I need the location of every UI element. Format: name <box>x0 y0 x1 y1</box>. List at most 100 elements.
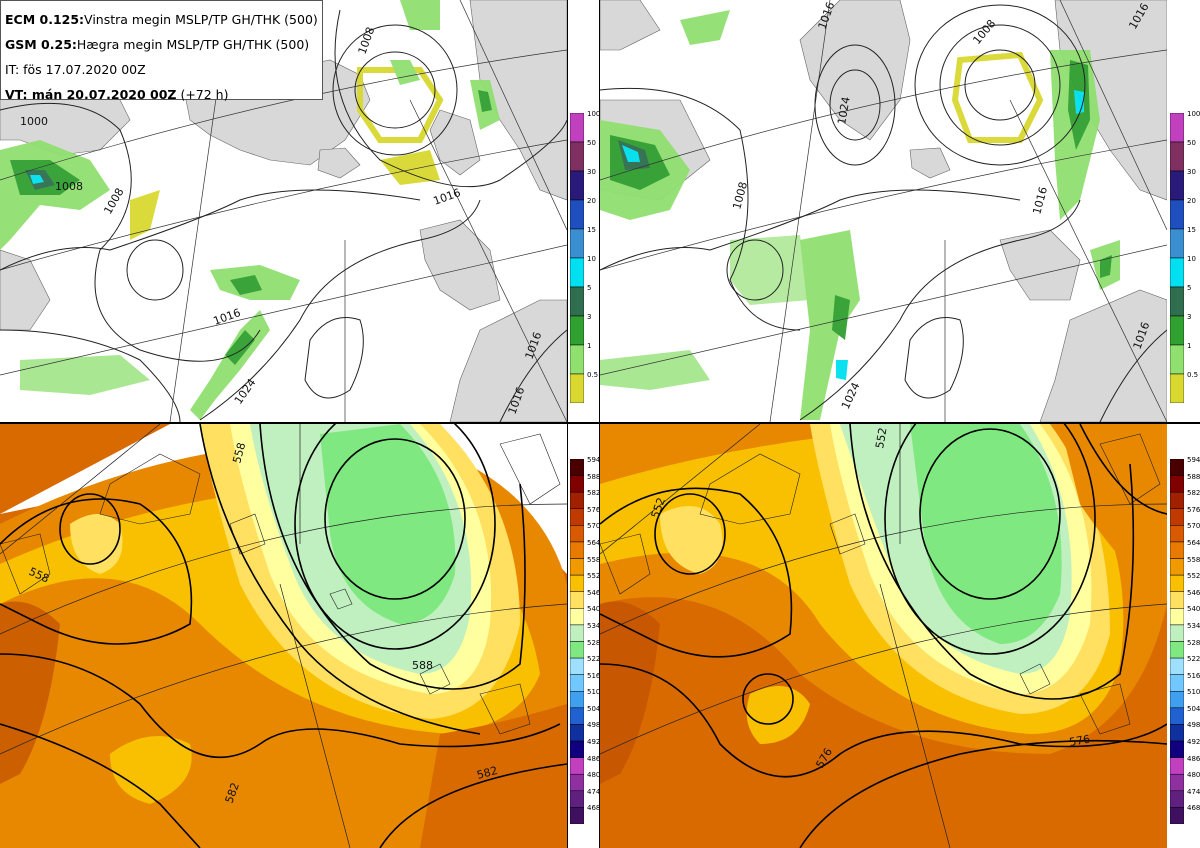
thickness-legend-swatch <box>1170 525 1184 543</box>
thickness-legend-label: 504 <box>587 704 601 713</box>
thickness-legend-swatch <box>1170 558 1184 576</box>
thickness-legend-label: 546 <box>587 588 601 597</box>
precip-legend-left: 100 50 30 20 15 10 5 3 1 0.5 <box>570 110 600 403</box>
thickness-legend-label: 564 <box>587 538 601 547</box>
thickness-legend-label: 588 <box>1187 472 1200 481</box>
thickness-legend-label: 474 <box>1187 787 1200 796</box>
thickness-legend-label: 528 <box>1187 638 1200 647</box>
thickness-legend-label: 582 <box>1187 489 1200 498</box>
thickness-legend-label: 480 <box>587 771 601 780</box>
thickness-legend-label: 558 <box>1187 555 1200 564</box>
thickness-legend-swatch <box>1170 790 1184 808</box>
thickness-legend-label: 588 <box>587 472 601 481</box>
thickness-legend-label: 540 <box>1187 605 1200 614</box>
thickness-legend-label: 498 <box>587 721 601 730</box>
thickness-legend-swatch <box>570 558 584 576</box>
thickness-legend-swatch <box>1170 541 1184 559</box>
thickness-legend-label: 480 <box>1187 771 1200 780</box>
thickness-legend-swatch <box>570 740 584 758</box>
thickness-legend-swatch <box>570 525 584 543</box>
thickness-legend-label: 558 <box>587 555 601 564</box>
thickness-legend-label: 570 <box>587 522 601 531</box>
thickness-legend-swatch <box>1170 591 1184 609</box>
precip-legend-label: 15 <box>587 226 596 234</box>
initial-time: IT: fös 17.07.2020 00Z <box>5 62 146 77</box>
isobar-label: 1016 <box>212 306 243 328</box>
thickness-legend-swatch <box>570 773 584 792</box>
precip-legend-swatch <box>570 199 584 230</box>
ecm-model-label: ECM 0.125: <box>5 12 85 27</box>
thickness-legend-left: 594 588 582 576 570 564 558 552 546 540 534 528 522 5… <box>570 456 600 824</box>
thickness-legend-label: 576 <box>1187 505 1200 514</box>
panel-divider <box>0 422 1200 424</box>
isobar-label: 1008 <box>730 180 750 210</box>
gsm-model-label: GSM 0.25: <box>5 37 77 52</box>
precip-legend-label: 100 <box>587 110 601 118</box>
thickness-legend-swatch <box>1170 757 1184 775</box>
panel-border <box>599 0 600 848</box>
thickness-legend-label: 468 <box>587 804 601 813</box>
thickness-legend-swatch <box>1170 657 1184 675</box>
thickness-label: 576 <box>1068 733 1091 749</box>
panel-border <box>567 0 568 848</box>
thickness-legend-swatch <box>570 757 584 775</box>
thickness-legend-label: 528 <box>587 638 601 647</box>
precip-legend-label: 50 <box>587 139 596 147</box>
isobar-label: 1024 <box>835 96 853 126</box>
thickness-legend-label: 486 <box>587 754 601 763</box>
thickness-legend-label: 492 <box>587 738 601 747</box>
thickness-label: 588 <box>412 659 433 672</box>
thickness-legend-swatch <box>1170 740 1184 758</box>
thickness-legend-label: 498 <box>1187 721 1200 730</box>
thickness-legend-label: 510 <box>1187 688 1200 697</box>
thickness-legend-swatch <box>1170 459 1184 476</box>
thickness-legend-swatch <box>1170 773 1184 792</box>
thickness-legend-label: 594 <box>1187 456 1200 464</box>
precip-legend-swatch <box>1170 170 1184 201</box>
thickness-legend-label: 582 <box>587 489 601 498</box>
isobar-label: 1016 <box>432 186 463 208</box>
ecm-model-desc: Vinstra megin MSLP/TP GH/THK (500) <box>84 12 318 27</box>
precip-legend-swatch <box>1170 286 1184 317</box>
isobar-label: 1024 <box>839 380 863 411</box>
precip-legend-swatch <box>1170 315 1184 346</box>
thickness-legend-swatch <box>570 674 584 692</box>
thickness-legend-swatch <box>1170 807 1184 824</box>
thickness-legend-label: 564 <box>1187 538 1200 547</box>
thickness-legend-label: 534 <box>1187 621 1200 630</box>
precip-legend-swatch <box>570 344 584 375</box>
thickness-label: 552 <box>873 427 889 450</box>
precip-legend-label: 10 <box>587 255 596 263</box>
precip-legend-swatch <box>570 257 584 288</box>
thickness-legend-swatch <box>1170 608 1184 626</box>
thickness-legend-swatch <box>570 459 584 476</box>
precip-legend-label: 20 <box>587 197 596 205</box>
thickness-legend-label: 486 <box>1187 754 1200 763</box>
thickness-legend-swatch <box>570 624 584 642</box>
thickness-legend-swatch <box>570 641 584 659</box>
precip-legend-swatch <box>570 141 584 172</box>
gsm-mslp-panel: 1016 1008 1024 1008 1016 1024 1016 1016 <box>600 0 1167 422</box>
thickness-legend-label: 540 <box>587 605 601 614</box>
thickness-legend-swatch <box>570 691 584 709</box>
thickness-legend-label: 534 <box>587 621 601 630</box>
forecast-info-box: ECM 0.125:Vinstra megin MSLP/TP GH/THK (… <box>0 0 323 102</box>
thickness-legend-swatch <box>1170 508 1184 526</box>
precip-legend-swatch <box>570 228 584 259</box>
thickness-legend-swatch <box>570 591 584 609</box>
thickness-legend-swatch <box>570 707 584 725</box>
thickness-legend-swatch <box>1170 691 1184 709</box>
thickness-legend-label: 576 <box>587 505 601 514</box>
ecm-thickness-panel: 558 558 588 582 582 <box>0 424 567 848</box>
thickness-legend-swatch <box>1170 491 1184 510</box>
thickness-legend-swatch <box>570 574 584 592</box>
thickness-legend-label: 546 <box>1187 588 1200 597</box>
thickness-legend-label: 594 <box>587 456 601 464</box>
precip-legend-label: 1 <box>587 342 592 350</box>
thickness-legend-label: 504 <box>1187 704 1200 713</box>
thickness-legend-label: 552 <box>587 572 601 581</box>
precip-legend-label: 30 <box>1187 168 1196 176</box>
precip-legend-swatch <box>1170 141 1184 172</box>
precip-legend-label: 5 <box>587 284 592 292</box>
precip-legend-swatch <box>570 286 584 317</box>
